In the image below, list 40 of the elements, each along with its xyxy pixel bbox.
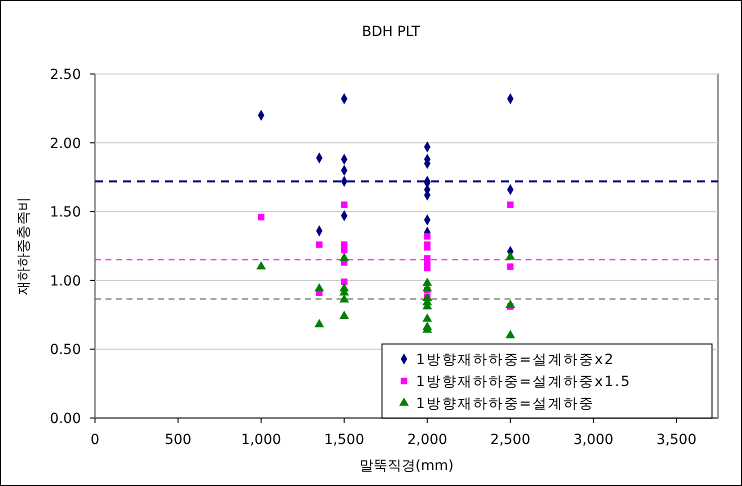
- point: [339, 252, 350, 262]
- x-tick-label: 1,000: [241, 432, 282, 448]
- y-tick-label: 0.00: [50, 411, 81, 427]
- x-tick-label: 3,500: [656, 432, 697, 448]
- point: [506, 300, 516, 308]
- point: [340, 278, 348, 286]
- point: [314, 318, 324, 328]
- y-tick-label: 2.00: [50, 136, 81, 152]
- y-axis-title: 재하하중충족비: [16, 197, 32, 295]
- point: [422, 313, 432, 322]
- chart-title: BDH PLT: [362, 24, 421, 40]
- legend-label: 1방향재하하중=설계하중: [416, 396, 595, 412]
- point: [340, 246, 348, 254]
- point: [506, 251, 516, 260]
- y-tick-label: 1.00: [50, 273, 81, 290]
- point: [424, 233, 431, 240]
- point: [339, 294, 350, 302]
- y-tick-label: 2.50: [50, 67, 81, 83]
- x-tick-label: 2,000: [407, 432, 448, 448]
- point: [339, 310, 350, 319]
- x-tick-label: 500: [164, 432, 192, 448]
- x-tick-label: 2,500: [490, 432, 530, 448]
- x-tick-label: 3,000: [573, 432, 614, 448]
- point: [424, 264, 431, 272]
- point: [256, 261, 266, 270]
- y-tick-label: 0.50: [50, 342, 81, 358]
- y-tick-label: 1.50: [50, 204, 81, 221]
- point: [507, 201, 514, 208]
- legend-label: 1방향재하하중=설계하중x1.5: [416, 374, 632, 390]
- point: [340, 201, 348, 208]
- point: [258, 214, 264, 220]
- x-tick-label: 1,500: [324, 432, 364, 448]
- x-axis-title: 말뚝직경(mm): [359, 458, 454, 474]
- x-tick-label: 0: [90, 432, 100, 448]
- point: [316, 241, 323, 248]
- point: [507, 263, 514, 270]
- point: [506, 330, 516, 338]
- point: [424, 244, 431, 251]
- legend-label: 1방향재하하중=설계하중x2: [416, 352, 615, 368]
- point: [314, 283, 324, 292]
